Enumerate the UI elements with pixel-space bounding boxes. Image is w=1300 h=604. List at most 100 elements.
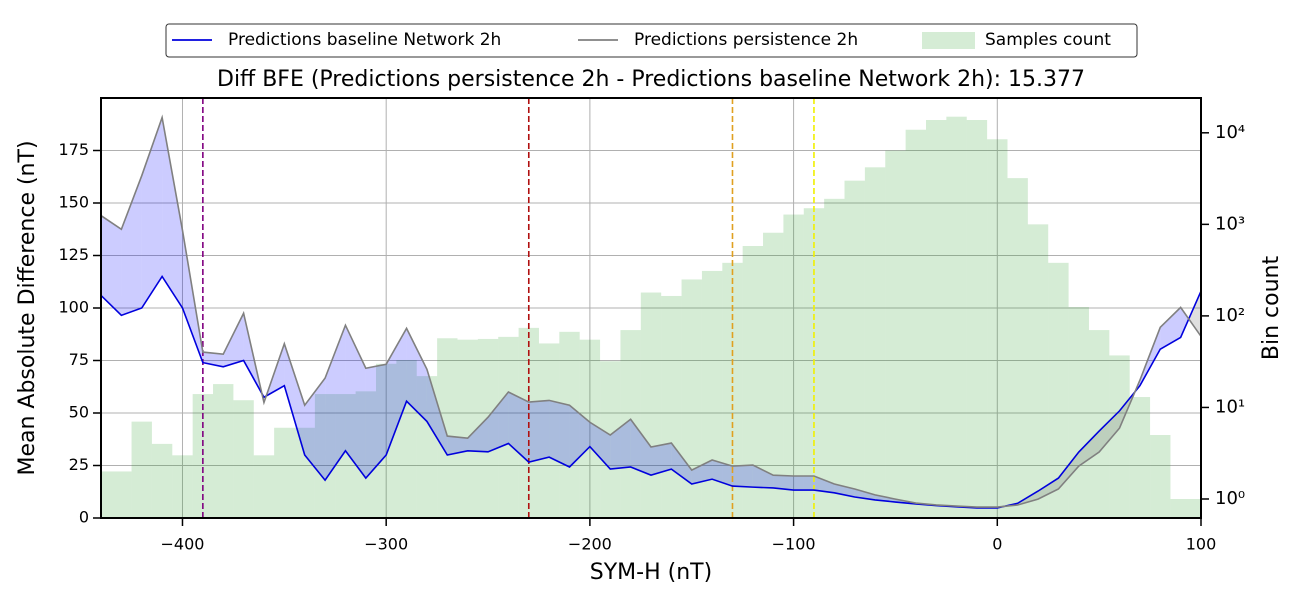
histogram-bar	[1088, 330, 1110, 518]
histogram-bar	[926, 120, 947, 518]
histogram-bar	[274, 427, 295, 518]
histogram-bar	[579, 339, 601, 518]
fill-between	[325, 325, 346, 481]
y2-tick-label: 10³	[1215, 213, 1245, 234]
histogram-bar	[131, 421, 152, 518]
fill-between	[1078, 431, 1100, 467]
y2-tick-label: 10¹	[1215, 396, 1245, 417]
x-tick-label: −300	[364, 535, 408, 554]
fill-between	[671, 443, 692, 484]
histogram-bar	[783, 214, 804, 518]
legend-label: Predictions baseline Network 2h	[228, 30, 501, 50]
fill-between	[1099, 410, 1120, 453]
fill-between	[508, 392, 529, 463]
fill-between	[304, 378, 326, 481]
histogram-bar	[172, 455, 193, 518]
fill-between	[1058, 452, 1079, 490]
x-axis-label: SYM-H (nT)	[590, 560, 712, 585]
legend-label: Samples count	[985, 30, 1111, 50]
fill-between	[528, 400, 550, 463]
histogram-bar	[213, 384, 234, 518]
histogram-bar	[742, 246, 764, 518]
fill-between	[732, 465, 753, 488]
fill-between	[467, 417, 489, 452]
x-tick-label: −100	[772, 535, 816, 554]
fill-between	[284, 343, 305, 455]
fill-between	[223, 313, 244, 367]
histogram-bar	[946, 116, 967, 518]
histogram-bar	[844, 180, 865, 518]
histogram-bar	[1129, 397, 1151, 518]
histogram-bar	[1048, 262, 1069, 518]
legend-label: Predictions persistence 2h	[634, 30, 858, 50]
histogram-bar	[640, 292, 662, 518]
fill-between	[752, 465, 774, 488]
y-tick-label: 0	[79, 508, 89, 527]
y-tick-label: 25	[69, 455, 89, 474]
fill-between	[1188, 291, 1201, 337]
fill-between	[1160, 307, 1181, 350]
x-tick-label: −400	[161, 535, 205, 554]
y-tick-label: 125	[58, 245, 89, 264]
histogram-bar	[335, 394, 356, 518]
fill-between	[651, 443, 672, 476]
histogram-bar	[681, 279, 702, 518]
histogram-bar	[1007, 178, 1028, 518]
y2-axis-label: Bin count	[1259, 256, 1284, 361]
y2-tick-label: 10⁰	[1215, 488, 1245, 509]
series-line	[101, 114, 1201, 508]
histogram-bar	[600, 361, 621, 518]
histogram-bar	[1150, 435, 1171, 518]
fill-between	[121, 175, 142, 316]
histogram-bar	[253, 455, 275, 518]
histogram-bar	[824, 198, 845, 518]
histogram-bar	[457, 339, 478, 518]
histogram-bar	[987, 139, 1008, 518]
fill-between	[488, 392, 509, 452]
fill-between	[691, 460, 713, 484]
histogram-bar	[376, 363, 397, 518]
fill-between	[712, 460, 733, 487]
fill-between	[406, 328, 427, 422]
fill-between	[549, 400, 570, 467]
histogram-bar	[661, 295, 682, 518]
fill-between	[141, 117, 163, 308]
x-tick-label: 100	[1186, 535, 1217, 554]
fill-between	[365, 364, 387, 479]
x-tick-label: −200	[568, 535, 612, 554]
fill-between	[1180, 307, 1189, 338]
histogram-bar	[905, 129, 926, 518]
histogram-bar	[1170, 498, 1201, 518]
fill-between	[386, 328, 407, 455]
histogram-bar	[1068, 307, 1089, 518]
y2-tick-label: 10⁴	[1215, 122, 1245, 143]
fill-between	[447, 436, 468, 455]
histogram-bar	[192, 394, 214, 518]
fill-between	[345, 325, 366, 479]
fill-between	[773, 475, 794, 491]
legend: Predictions baseline Network 2h Predictio…	[165, 23, 1138, 58]
histogram-bar	[314, 394, 336, 518]
histogram-bar	[1027, 224, 1049, 518]
histogram-bar	[416, 376, 438, 518]
y-tick-label: 75	[69, 350, 89, 369]
histogram-bar	[763, 232, 784, 518]
fill-between	[589, 422, 611, 470]
y-tick-label: 175	[58, 140, 89, 159]
histogram-bar	[620, 330, 641, 518]
histogram-bar	[477, 338, 499, 518]
fill-between	[813, 476, 835, 493]
y-axis-label: Mean Absolute Difference (nT)	[15, 140, 40, 475]
histogram-bar	[701, 270, 723, 518]
histogram-bar	[294, 427, 315, 518]
fill-between	[793, 476, 814, 491]
histogram-bar	[559, 331, 580, 518]
fill-between	[1038, 478, 1059, 500]
histogram-bar	[437, 338, 458, 518]
histogram-bar	[1109, 355, 1130, 518]
histogram-bar	[151, 443, 173, 518]
y-tick-label: 150	[58, 193, 89, 212]
histogram-bar	[538, 343, 560, 518]
histogram-bar	[396, 359, 417, 518]
